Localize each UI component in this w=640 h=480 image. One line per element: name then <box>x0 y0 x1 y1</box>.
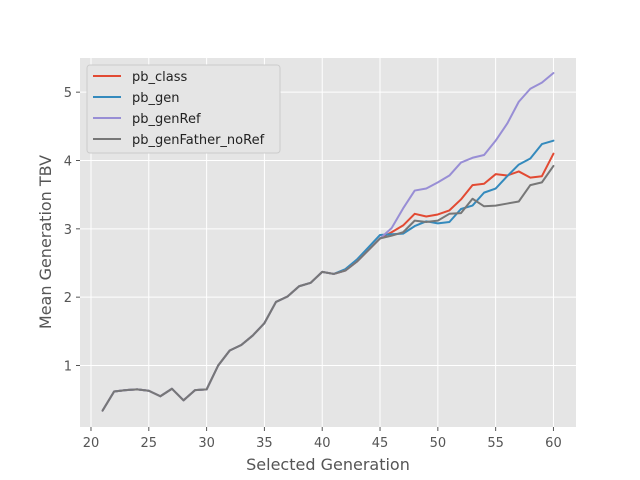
x-tick-label: 55 <box>487 436 504 451</box>
y-tick-label: 5 <box>64 86 72 101</box>
y-tick-label: 1 <box>64 360 72 375</box>
y-axis-label: Mean Generation TBV <box>36 155 55 329</box>
y-tick-label: 2 <box>64 291 72 306</box>
x-axis-ticks: 20 25 30 35 40 45 50 55 60 <box>83 427 562 451</box>
x-tick-label: 35 <box>256 436 273 451</box>
legend-label: pb_genRef <box>132 112 201 127</box>
x-tick-label: 20 <box>83 436 100 451</box>
x-tick-label: 40 <box>314 436 331 451</box>
x-tick-label: 25 <box>141 436 158 451</box>
legend-label: pb_genFather_noRef <box>132 133 265 148</box>
legend-label: pb_gen <box>132 91 180 106</box>
y-tick-label: 4 <box>64 155 72 170</box>
legend: pb_class pb_gen pb_genRef pb_genFather_noRe… <box>86 64 281 154</box>
series-line-pb_genFather_noRef <box>101 164 555 412</box>
legend-label: pb_class <box>132 70 188 85</box>
x-tick-label: 45 <box>372 436 389 451</box>
x-tick-label: 50 <box>430 436 447 451</box>
grid-lines <box>80 58 576 427</box>
y-axis-ticks: 1 2 3 4 5 <box>64 86 80 375</box>
x-tick-label: 30 <box>198 436 215 451</box>
series-lines <box>101 72 555 412</box>
legend-box <box>86 64 281 154</box>
x-axis-label: Selected Generation <box>246 455 410 474</box>
y-tick-label: 3 <box>64 223 72 238</box>
x-tick-label: 60 <box>545 436 562 451</box>
